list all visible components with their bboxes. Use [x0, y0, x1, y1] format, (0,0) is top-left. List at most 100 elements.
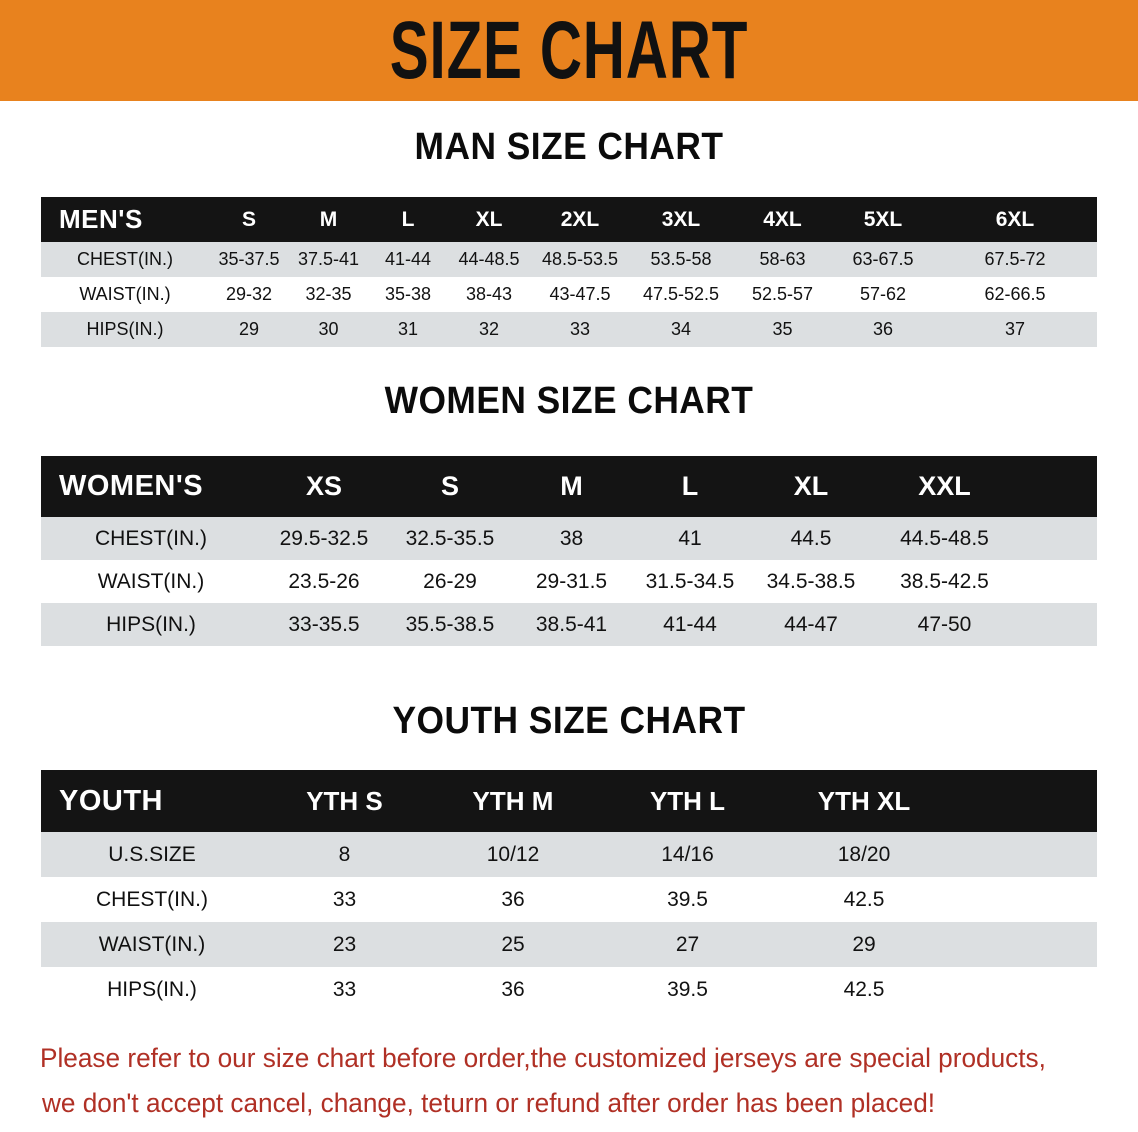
man-cell: 43-47.5	[530, 277, 630, 312]
man-header-size: 2XL	[560, 207, 600, 231]
table-row: HIPS(IN.) 33 36 39.5 42.5	[41, 967, 1097, 1012]
women-cell: 44.5	[750, 517, 872, 560]
women-header-row: WOMEN'S XS S M L XL XXL	[41, 456, 1097, 517]
table-row: CHEST(IN.) 33 36 39.5 42.5	[41, 877, 1097, 922]
youth-cell-spacer	[953, 967, 1097, 1012]
disclaimer-line-1: Please refer to our size chart before or…	[40, 1043, 1046, 1073]
man-cell: 58-63	[732, 242, 833, 277]
women-header-size: XL	[793, 471, 829, 501]
youth-cell: 14/16	[600, 832, 775, 877]
youth-header-size: YTH L	[649, 785, 726, 816]
women-cell: 26-29	[387, 560, 513, 603]
man-cell: 52.5-57	[732, 277, 833, 312]
man-header-size: 3XL	[661, 207, 701, 231]
youth-header-spacer	[953, 770, 1097, 832]
youth-cell: 25	[426, 922, 600, 967]
man-header-size: M	[319, 207, 338, 231]
man-cell: 38-43	[448, 277, 530, 312]
man-header-row: MEN'S S M L XL 2XL 3XL 4XL 5XL 6XL	[41, 197, 1097, 242]
man-cell: 32	[448, 312, 530, 347]
man-header-size: 6XL	[995, 207, 1035, 231]
women-cell: 41-44	[630, 603, 750, 646]
women-header-category: WOMEN'S	[59, 470, 204, 502]
page-banner: SIZE CHART	[0, 0, 1138, 101]
women-cell: 44-47	[750, 603, 872, 646]
women-header-size: XS	[305, 471, 343, 501]
man-cell: 29-32	[209, 277, 289, 312]
youth-cell: 29	[775, 922, 953, 967]
table-row: CHEST(IN.) 29.5-32.5 32.5-35.5 38 41 44.…	[41, 517, 1097, 560]
youth-header-category: YOUTH	[59, 784, 163, 817]
youth-row-label: WAIST(IN.)	[41, 922, 263, 967]
youth-cell: 33	[263, 877, 426, 922]
table-row: CHEST(IN.) 35-37.5 37.5-41 41-44 44-48.5…	[41, 242, 1097, 277]
man-cell: 32-35	[289, 277, 368, 312]
man-cell: 35-38	[368, 277, 448, 312]
youth-row-label: HIPS(IN.)	[41, 967, 263, 1012]
table-row: U.S.SIZE 8 10/12 14/16 18/20	[41, 832, 1097, 877]
women-cell: 32.5-35.5	[387, 517, 513, 560]
man-header-size: S	[241, 207, 256, 231]
youth-row-label: U.S.SIZE	[41, 832, 263, 877]
youth-cell: 33	[263, 967, 426, 1012]
women-header-size: XXL	[918, 471, 971, 501]
women-section-title: WOMEN SIZE CHART	[384, 380, 754, 422]
youth-header-size: YTH XL	[817, 785, 911, 816]
table-row: WAIST(IN.) 23.5-26 26-29 29-31.5 31.5-34…	[41, 560, 1097, 603]
women-cell-spacer	[1017, 560, 1097, 603]
table-row: WAIST(IN.) 29-32 32-35 35-38 38-43 43-47…	[41, 277, 1097, 312]
table-row: WAIST(IN.) 23 25 27 29	[41, 922, 1097, 967]
youth-cell: 42.5	[775, 877, 953, 922]
youth-header-size: YTH M	[472, 785, 554, 816]
women-cell: 47-50	[872, 603, 1017, 646]
man-cell: 44-48.5	[448, 242, 530, 277]
youth-section-title: YOUTH SIZE CHART	[392, 700, 746, 742]
youth-cell: 8	[263, 832, 426, 877]
man-cell: 48.5-53.5	[530, 242, 630, 277]
man-cell: 35-37.5	[209, 242, 289, 277]
youth-cell-spacer	[953, 832, 1097, 877]
man-row-label: WAIST(IN.)	[41, 277, 209, 312]
man-cell: 37	[933, 312, 1097, 347]
man-cell: 36	[833, 312, 933, 347]
man-cell: 33	[530, 312, 630, 347]
man-cell: 37.5-41	[289, 242, 368, 277]
women-cell: 38.5-42.5	[872, 560, 1017, 603]
youth-row-label: CHEST(IN.)	[41, 877, 263, 922]
man-cell: 62-66.5	[933, 277, 1097, 312]
man-cell: 31	[368, 312, 448, 347]
man-size-table: MEN'S S M L XL 2XL 3XL 4XL 5XL 6XL CHEST…	[41, 197, 1097, 347]
youth-cell: 10/12	[426, 832, 600, 877]
women-cell: 41	[630, 517, 750, 560]
women-header-size: M	[560, 471, 583, 501]
man-row-label: CHEST(IN.)	[41, 242, 209, 277]
youth-cell: 42.5	[775, 967, 953, 1012]
women-cell: 44.5-48.5	[872, 517, 1017, 560]
youth-cell-spacer	[953, 877, 1097, 922]
women-header-size: L	[681, 471, 699, 501]
man-cell: 47.5-52.5	[630, 277, 732, 312]
man-header-size: XL	[475, 207, 503, 231]
table-row: HIPS(IN.) 33-35.5 35.5-38.5 38.5-41 41-4…	[41, 603, 1097, 646]
youth-cell: 18/20	[775, 832, 953, 877]
youth-cell: 23	[263, 922, 426, 967]
man-cell: 63-67.5	[833, 242, 933, 277]
youth-header-size: YTH S	[306, 785, 383, 816]
women-cell: 31.5-34.5	[630, 560, 750, 603]
man-cell: 34	[630, 312, 732, 347]
women-cell: 34.5-38.5	[750, 560, 872, 603]
women-cell: 35.5-38.5	[387, 603, 513, 646]
man-header-size: 4XL	[763, 207, 802, 231]
youth-cell: 36	[426, 877, 600, 922]
youth-cell: 39.5	[600, 967, 775, 1012]
women-row-label: WAIST(IN.)	[41, 560, 261, 603]
women-row-label: HIPS(IN.)	[41, 603, 261, 646]
man-header-size: L	[401, 207, 415, 231]
youth-cell-spacer	[953, 922, 1097, 967]
man-header-size: 5XL	[863, 207, 903, 231]
man-cell: 35	[732, 312, 833, 347]
women-cell-spacer	[1017, 517, 1097, 560]
man-cell: 67.5-72	[933, 242, 1097, 277]
man-row-label: HIPS(IN.)	[41, 312, 209, 347]
table-row: HIPS(IN.) 29 30 31 32 33 34 35 36 37	[41, 312, 1097, 347]
